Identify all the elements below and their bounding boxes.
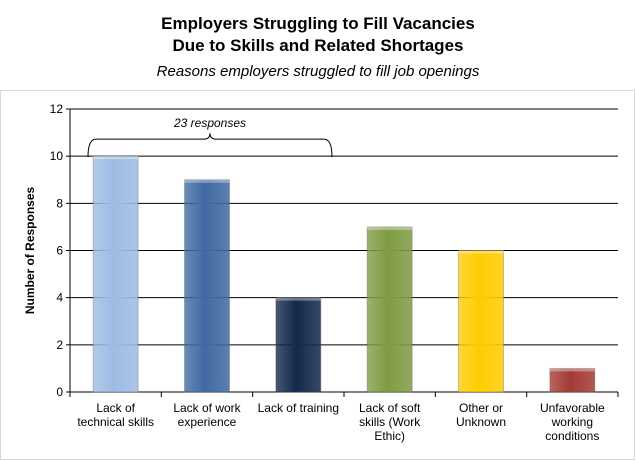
chart-subtitle: Reasons employers struggled to fill job … (156, 63, 480, 80)
x-tick-label-line: Other or (459, 401, 503, 415)
bar-highlight (367, 226, 413, 230)
y-tick-label: 8 (56, 196, 63, 210)
x-tick-label-line: Unfavorable (540, 401, 605, 415)
x-tick-label-line: Lack of training (258, 401, 339, 415)
annotation: 23 responses (87, 116, 333, 158)
y-tick-label: 12 (50, 102, 64, 116)
bar (366, 226, 413, 393)
x-tick-label: Lack of technical skills (77, 401, 154, 429)
x-tick-label-line: Lack of (96, 401, 135, 415)
bar-highlight (275, 297, 321, 301)
bar (92, 155, 139, 393)
x-tick-label-line: Unknown (456, 415, 506, 429)
bar-highlight (549, 368, 595, 372)
bars (92, 155, 596, 393)
bar-highlight (184, 179, 230, 183)
x-tick-label: Lack of work experience (173, 401, 241, 429)
x-tick-label-line: technical skills (77, 415, 154, 429)
x-tick-label-line: working (551, 415, 593, 429)
x-tick-label: Lack of soft skills (Work Ethic) (359, 401, 421, 443)
x-tick-label-line: Ethic) (374, 429, 405, 443)
x-tick-label-line: experience (178, 415, 237, 429)
chart-title-line-1: Employers Struggling to Fill Vacancies (161, 14, 475, 33)
chart-title-line-2: Due to Skills and Related Shortages (172, 36, 464, 55)
x-tick-label-line: skills (Work (359, 415, 421, 429)
y-tick-label: 6 (56, 244, 63, 258)
y-axis-label: Number of Responses (23, 186, 37, 314)
bar (184, 179, 230, 393)
y-tick-label: 4 (56, 291, 63, 305)
y-tick-label: 2 (56, 338, 63, 352)
x-tick-label-line: conditions (545, 429, 599, 443)
x-tick-label-line: Lack of soft (359, 401, 421, 415)
annotation-label: 23 responses (173, 116, 246, 130)
bar (275, 297, 322, 393)
y-tick-label: 0 (56, 385, 63, 399)
brace-annotation (87, 133, 333, 158)
bar (549, 367, 596, 393)
labels: 0 2 4 6 8 10 12 Lack of technical skills Lack of … (23, 102, 605, 443)
x-tick-label: Unfavorable working conditions (540, 401, 605, 443)
bar (458, 250, 504, 393)
gridlines (70, 108, 618, 346)
y-tick-label: 10 (50, 149, 64, 163)
bar-highlight (458, 250, 504, 254)
x-tick-label: Other or Unknown (456, 401, 506, 429)
x-tick-label: Lack of training (258, 401, 339, 415)
chart-frame (0, 90, 635, 460)
axes (66, 108, 619, 397)
x-tick-label-line: Lack of work (173, 401, 241, 415)
bar-highlight (93, 156, 139, 160)
